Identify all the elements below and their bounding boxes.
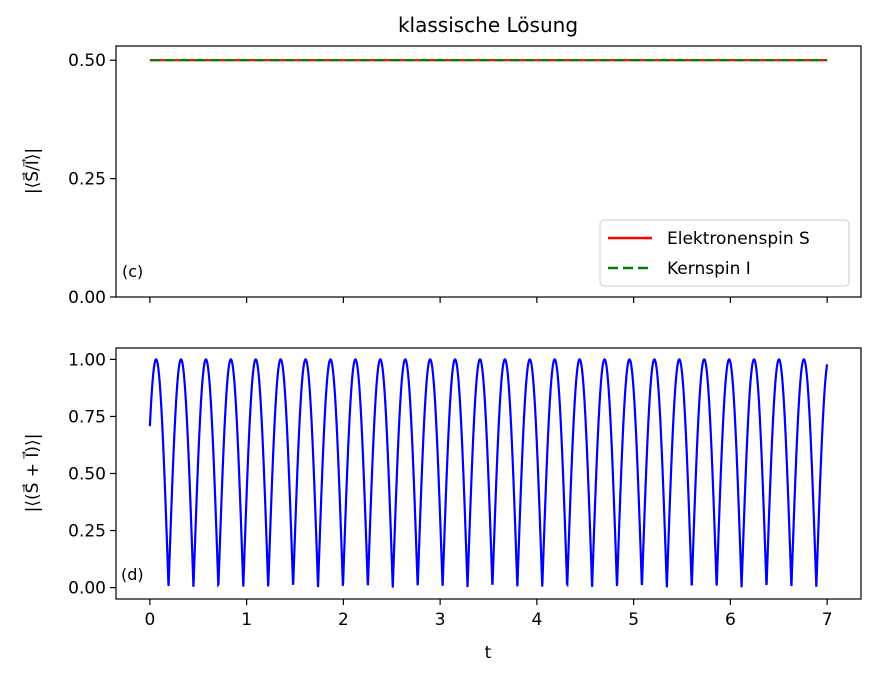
panel-d-xtick-label: 2 [338,610,349,630]
panel-d-ylabel: |⟨(S⃗ + I⃗)⟩| [21,434,43,513]
panel-d-xtick-label: 4 [531,610,542,630]
panel-d: 0.00 0.25 0.50 0.75 1.00 0 1 2 3 4 5 6 7 (d) |⟨(S⃗ … [21,347,862,663]
panel-d-xticks: 0 1 2 3 4 5 6 7 [144,599,833,630]
panel-d-ytick-label: 0.75 [68,407,106,427]
panel-d-ytick-label: 1.00 [68,350,106,370]
panel-c-ytick-label: 0.25 [68,170,106,190]
panel-c-yticks: 0.00 0.25 0.50 [68,51,116,308]
panel-d-xtick-label: 5 [628,610,639,630]
panel-d-tag: (d) [121,565,144,584]
panel-c-tag: (c) [122,262,143,281]
panel-c: 0.00 0.25 0.50 (c) |⟨S⃗/I⃗⟩| Elektronenspi… [21,45,862,308]
panel-d-xtick-label: 6 [725,610,736,630]
panel-d-ytick-label: 0.25 [68,522,106,542]
panel-c-xticks [149,297,828,303]
panel-d-xtick-label: 7 [822,610,833,630]
panel-d-yticks: 0.00 0.25 0.50 0.75 1.00 [68,350,116,599]
panel-d-ytick-label: 0.00 [68,579,106,599]
panel-c-frame [115,45,862,298]
legend: Elektronenspin S Kernspin I [599,219,850,287]
legend-label-elektronenspin: Elektronenspin S [667,229,810,249]
figure-title: klassische Lösung [398,13,578,37]
panel-c-ytick-label: 0.50 [68,51,106,71]
panel-c-ytick-label: 0.00 [68,288,106,308]
panel-d-xtick-label: 1 [241,610,252,630]
panel-d-xlabel: t [485,643,492,663]
panel-d-series-line-0 [148,358,829,588]
panel-d-ytick-label: 0.50 [68,465,106,485]
legend-label-kernspin: Kernspin I [667,259,751,279]
panel-d-xtick-label: 3 [435,610,446,630]
panel-d-xtick-label: 0 [144,610,155,630]
panel-c-ylabel: |⟨S⃗/I⃗⟩| [21,148,43,194]
legend-box [599,219,850,287]
panel-d-lines [148,358,829,588]
